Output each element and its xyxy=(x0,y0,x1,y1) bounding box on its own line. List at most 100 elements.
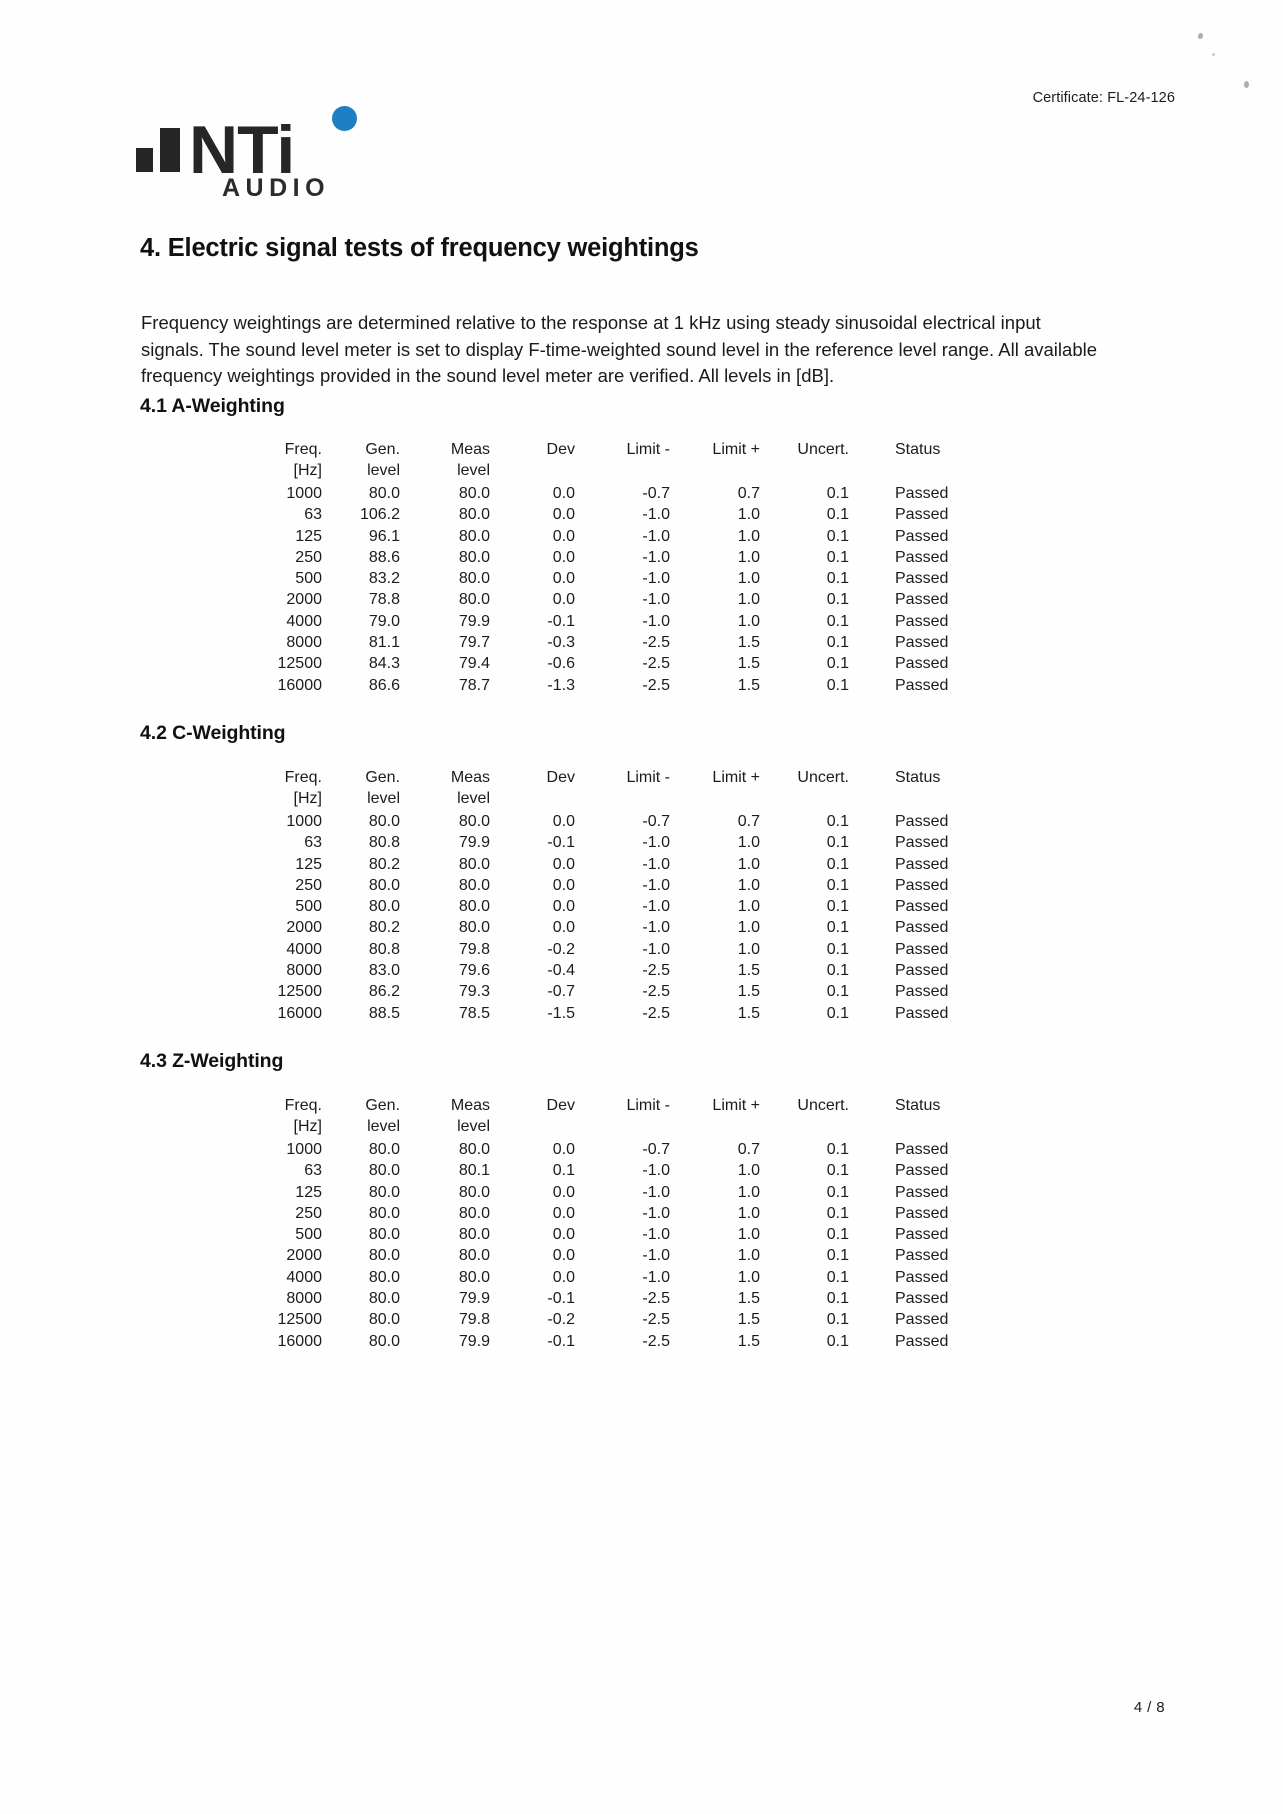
cell-status: Passed xyxy=(895,1268,949,1286)
cell-limit-plus: 1.5 xyxy=(737,676,760,694)
column-header-gen-line1: Gen. xyxy=(365,441,400,458)
cell-limit-plus: 1.0 xyxy=(737,919,760,937)
cell-uncert: 0.1 xyxy=(826,962,849,980)
cell-limit-plus: 1.0 xyxy=(737,855,760,873)
logo-mark: NTi xyxy=(136,104,295,184)
cell-freq: 125 xyxy=(295,855,322,873)
cell-meas-level: 80.0 xyxy=(458,570,490,588)
cell-uncert: 0.1 xyxy=(826,983,849,1001)
cell-dev: 0.0 xyxy=(552,591,575,609)
cell-gen-level: 79.0 xyxy=(368,612,400,630)
cell-status: Passed xyxy=(895,898,949,916)
table-row: 12500 86.2 79.3 -0.7 -2.5 1.5 0.1 Passed xyxy=(236,981,1005,1002)
cell-freq: 12500 xyxy=(277,983,323,1001)
cell-gen-level: 80.8 xyxy=(368,834,400,852)
cell-status: Passed xyxy=(895,655,949,673)
cell-status: Passed xyxy=(895,1332,949,1350)
table-row: 500 80.0 80.0 0.0 -1.0 1.0 0.1 Passed xyxy=(236,1224,1005,1245)
table-header-row: Freq. [Hz] Gen. level Meas level Dev Lim… xyxy=(236,1096,1005,1139)
cell-gen-level: 96.1 xyxy=(368,527,400,545)
cell-meas-level: 80.0 xyxy=(458,1204,490,1222)
cell-freq: 8000 xyxy=(286,1290,322,1308)
cell-limit-plus: 1.0 xyxy=(737,940,760,958)
cell-limit-plus: 1.0 xyxy=(737,591,760,609)
cell-uncert: 0.1 xyxy=(826,612,849,630)
column-header-gen-line1: Gen. xyxy=(365,769,400,786)
cell-uncert: 0.1 xyxy=(826,1004,849,1022)
cell-status: Passed xyxy=(895,612,949,630)
table-row: 2000 80.0 80.0 0.0 -1.0 1.0 0.1 Passed xyxy=(236,1245,1005,1266)
table-row: 125 96.1 80.0 0.0 -1.0 1.0 0.1 Passed xyxy=(236,526,1005,547)
cell-gen-level: 80.0 xyxy=(368,1162,400,1180)
column-header-freq-line2: [Hz] xyxy=(293,789,322,807)
cell-gen-level: 78.8 xyxy=(368,591,400,609)
cell-freq: 500 xyxy=(295,570,322,588)
cell-limit-minus: -1.0 xyxy=(642,1247,670,1265)
cell-dev: -0.1 xyxy=(547,834,575,852)
column-header-freq: Freq. [Hz] xyxy=(236,440,322,483)
cell-meas-level: 80.0 xyxy=(458,485,490,502)
cell-dev: 0.0 xyxy=(552,813,575,830)
cell-limit-plus: 0.7 xyxy=(737,1141,760,1158)
cell-freq: 500 xyxy=(295,898,322,916)
cell-gen-level: 80.2 xyxy=(368,919,400,937)
cell-dev: -0.2 xyxy=(547,1311,575,1329)
cell-dev: -0.3 xyxy=(547,634,575,652)
cell-limit-minus: -1.0 xyxy=(642,591,670,609)
cell-dev: -0.1 xyxy=(547,1332,575,1350)
cell-limit-minus: -2.5 xyxy=(642,1332,670,1350)
cell-uncert: 0.1 xyxy=(826,506,849,524)
cell-uncert: 0.1 xyxy=(826,1226,849,1244)
cell-uncert: 0.1 xyxy=(826,1162,849,1180)
subsection-title-z-weighting: 4.3 Z-Weighting xyxy=(140,1050,284,1072)
cell-freq: 4000 xyxy=(286,612,322,630)
cell-freq: 2000 xyxy=(286,919,322,937)
cell-status: Passed xyxy=(895,1183,949,1201)
cell-limit-plus: 1.0 xyxy=(737,527,760,545)
cell-limit-plus: 1.0 xyxy=(737,506,760,524)
nti-audio-logo: NTi AUDIO xyxy=(136,104,406,204)
cell-dev: -0.2 xyxy=(547,940,575,958)
table-row: 500 80.0 80.0 0.0 -1.0 1.0 0.1 Passed xyxy=(236,896,1005,917)
column-header-meas-level: Meas level xyxy=(400,440,490,483)
table-row: 8000 81.1 79.7 -0.3 -2.5 1.5 0.1 Passed xyxy=(236,632,1005,653)
cell-uncert: 0.1 xyxy=(826,898,849,916)
column-header-limit-minus: Limit - xyxy=(626,1097,670,1114)
table-z-weighting: Freq. [Hz] Gen. level Meas level Dev Lim… xyxy=(236,1096,1005,1352)
cell-gen-level: 81.1 xyxy=(368,634,400,652)
cell-freq: 1000 xyxy=(286,813,322,830)
logo-blue-dot-icon xyxy=(332,106,357,131)
cell-gen-level: 80.0 xyxy=(368,1183,400,1201)
column-header-meas-line2: level xyxy=(457,789,490,807)
table-row: 250 80.0 80.0 0.0 -1.0 1.0 0.1 Passed xyxy=(236,1203,1005,1224)
cell-limit-minus: -2.5 xyxy=(642,983,670,1001)
cell-gen-level: 83.2 xyxy=(368,570,400,588)
table-body-c-weighting: 1000 80.0 80.0 0.0 -0.7 0.7 0.1 Passed 63 80.8 79.… xyxy=(236,811,1005,1024)
cell-uncert: 0.1 xyxy=(826,1247,849,1265)
cell-uncert: 0.1 xyxy=(826,634,849,652)
cell-dev: 0.1 xyxy=(552,1162,575,1180)
cell-limit-plus: 1.0 xyxy=(737,1247,760,1265)
cell-status: Passed xyxy=(895,1162,949,1180)
cell-freq: 16000 xyxy=(277,1004,323,1022)
cell-freq: 16000 xyxy=(277,1332,323,1350)
cell-limit-minus: -1.0 xyxy=(642,1162,670,1180)
cell-gen-level: 80.2 xyxy=(368,855,400,873)
cell-uncert: 0.1 xyxy=(826,1141,849,1158)
cell-limit-minus: -2.5 xyxy=(642,1004,670,1022)
logo-subtitle: AUDIO xyxy=(222,174,331,202)
table-row: 63 106.2 80.0 0.0 -1.0 1.0 0.1 Passed xyxy=(236,504,1005,525)
cell-gen-level: 106.2 xyxy=(359,506,400,524)
column-header-meas-line1: Meas xyxy=(450,1097,490,1114)
cell-gen-level: 80.0 xyxy=(368,1268,400,1286)
cell-freq: 4000 xyxy=(286,1268,322,1286)
cell-gen-level: 80.0 xyxy=(368,485,400,502)
cell-status: Passed xyxy=(895,485,949,502)
column-header-gen-line2: level xyxy=(367,789,400,807)
column-header-uncert: Uncert. xyxy=(797,441,849,458)
table-row: 12500 80.0 79.8 -0.2 -2.5 1.5 0.1 Passed xyxy=(236,1309,1005,1330)
cell-gen-level: 80.0 xyxy=(368,1204,400,1222)
cell-dev: 0.0 xyxy=(552,570,575,588)
column-header-meas-level: Meas level xyxy=(400,768,490,811)
cell-dev: 0.0 xyxy=(552,919,575,937)
